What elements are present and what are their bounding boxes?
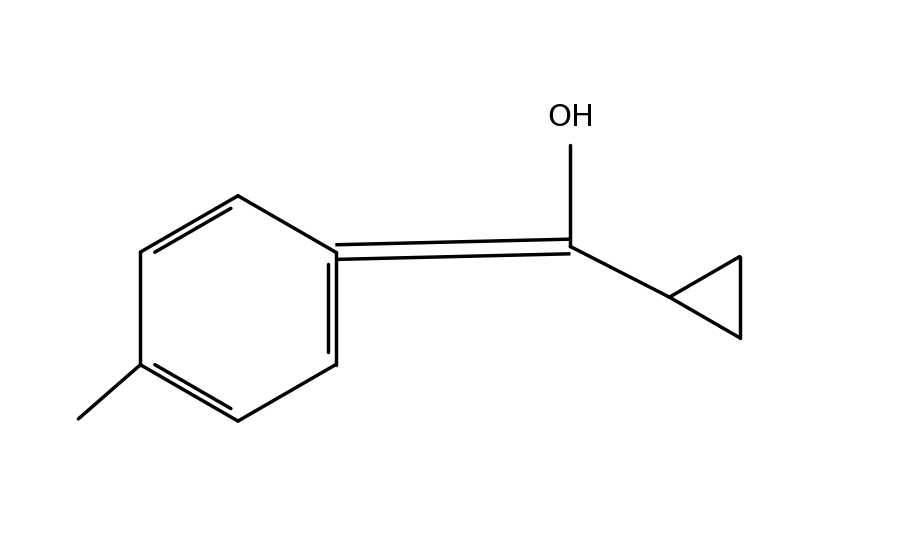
- Text: OH: OH: [546, 103, 593, 132]
